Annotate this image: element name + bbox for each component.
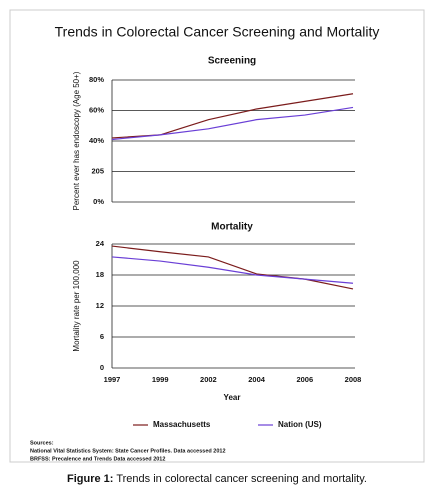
- x-tick-label: 2008: [345, 375, 362, 384]
- caption-label: Figure 1:: [67, 473, 113, 485]
- panel-title: Screening: [208, 56, 256, 67]
- caption: Figure 1: Trends in colorectal cancer sc…: [67, 473, 367, 485]
- line-series: [111, 106, 354, 141]
- source-line: Sources:: [30, 440, 54, 446]
- x-axis-label: Year: [224, 393, 241, 402]
- y-axis-label: Percent ever has endoscopy (Age 50+): [72, 71, 81, 210]
- legend-label: Nation (US): [278, 420, 322, 429]
- y-tick-label: 0: [100, 363, 104, 372]
- y-tick-label: 24: [96, 239, 105, 248]
- frame: [9, 9, 425, 463]
- y-tick-label: 40%: [89, 136, 104, 145]
- y-tick-label: 0%: [93, 197, 104, 206]
- y-tick-label: 205: [91, 166, 104, 175]
- y-tick-label: 60%: [89, 105, 104, 114]
- y-tick-label: 18: [96, 270, 104, 279]
- legend-label: Massachusetts: [153, 420, 211, 429]
- x-tick-label: 2004: [248, 375, 266, 384]
- x-tick-label: 2002: [200, 375, 217, 384]
- figure-title: Trends in Colorectal Cancer Screening an…: [55, 24, 380, 40]
- y-axis-label: Mortality rate per 100,000: [72, 260, 81, 352]
- line-series: [111, 93, 354, 139]
- x-tick-label: 1999: [152, 375, 169, 384]
- source-line: National Vital Statistics System: State …: [30, 448, 226, 454]
- panel-title: Mortality: [211, 222, 253, 233]
- y-tick-label: 80%: [89, 75, 104, 84]
- x-tick-label: 1997: [104, 375, 121, 384]
- x-tick-label: 2006: [296, 375, 313, 384]
- y-tick-label: 6: [100, 332, 104, 341]
- y-tick-label: 12: [96, 301, 104, 310]
- line-series: [111, 256, 354, 284]
- line-series: [111, 245, 354, 290]
- caption-text: Trends in colorectal cancer screening an…: [116, 473, 367, 485]
- source-line: BRFSS: Precalence and Trends Data access…: [30, 456, 165, 462]
